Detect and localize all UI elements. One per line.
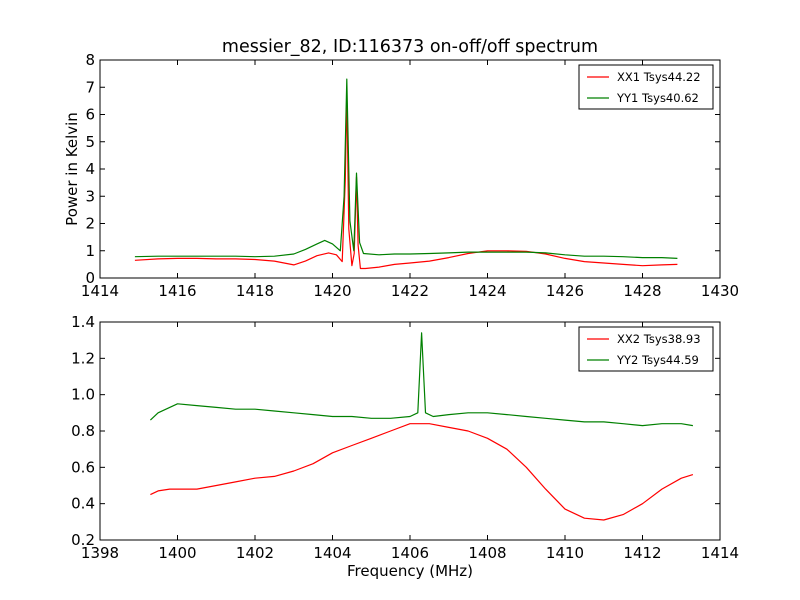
legend-entry-label: XX1 Tsys44.22 bbox=[617, 70, 701, 84]
series-line-xx bbox=[150, 423, 694, 521]
y-tick-label: 1.4 bbox=[71, 313, 95, 331]
y-tick-label: 3 bbox=[85, 187, 95, 205]
x-tick-label: 1428 bbox=[623, 282, 661, 300]
x-tick-label: 1416 bbox=[158, 282, 196, 300]
legend: XX1 Tsys44.22 YY1 Tsys40.62 bbox=[578, 64, 714, 110]
x-tick-label: 1430 bbox=[701, 282, 739, 300]
y-tick-label: 0.2 bbox=[71, 531, 95, 549]
x-tick-label: 1426 bbox=[546, 282, 584, 300]
x-tick-label: 1406 bbox=[391, 544, 429, 562]
y-tick-label: 0.6 bbox=[71, 458, 95, 476]
legend-entry-label: YY2 Tsys44.59 bbox=[616, 353, 699, 367]
chart-title: messier_82, ID:116373 on-off/off spectru… bbox=[222, 37, 598, 57]
x-tick-label: 1414 bbox=[701, 544, 739, 562]
top-spectrum-panel: 1414 1416 1418 1420 1422 1424 1426 1428 1430 0 1 2 3… bbox=[63, 37, 739, 300]
legend-entry-label: YY1 Tsys40.62 bbox=[616, 91, 699, 105]
y-tick-label: 1.2 bbox=[71, 349, 95, 367]
y-tick-label: 6 bbox=[85, 106, 95, 124]
series-line-yy bbox=[134, 78, 678, 259]
y-tick-label: 2 bbox=[85, 215, 95, 233]
y-tick-label: 1 bbox=[85, 242, 95, 260]
series-line-xx bbox=[134, 92, 678, 270]
x-tick-label: 1422 bbox=[391, 282, 429, 300]
y-tick-label: 0 bbox=[85, 269, 95, 287]
y-tick-label: 5 bbox=[85, 133, 95, 151]
y-tick-label: 7 bbox=[85, 78, 95, 96]
legend: XX2 Tsys38.93 YY2 Tsys44.59 bbox=[578, 326, 714, 372]
x-tick-label: 1414 bbox=[81, 282, 119, 300]
x-tick-label: 1412 bbox=[623, 544, 661, 562]
x-tick-label: 1398 bbox=[81, 544, 119, 562]
y-tick-label: 0.8 bbox=[71, 422, 95, 440]
x-tick-label: 1420 bbox=[313, 282, 351, 300]
legend-box bbox=[578, 326, 714, 372]
x-tick-label: 1408 bbox=[468, 544, 506, 562]
y-tick-label: 8 bbox=[85, 51, 95, 69]
x-tick-label: 1410 bbox=[546, 544, 584, 562]
x-axis-label: Frequency (MHz) bbox=[347, 562, 473, 580]
y-tick-label: 4 bbox=[85, 160, 95, 178]
x-tick-label: 1400 bbox=[158, 544, 196, 562]
legend-entry-label: XX2 Tsys38.93 bbox=[617, 332, 701, 346]
bottom-spectrum-panel: 1398 1400 1402 1404 1406 1408 1410 1412 1414 0.2 0… bbox=[71, 313, 739, 580]
y-tick-label: 0.4 bbox=[71, 495, 95, 513]
legend-box bbox=[578, 64, 714, 110]
x-tick-label: 1424 bbox=[468, 282, 506, 300]
x-tick-label: 1418 bbox=[236, 282, 274, 300]
x-tick-label: 1402 bbox=[236, 544, 274, 562]
y-tick-label: 1.0 bbox=[71, 386, 95, 404]
y-axis-label: Power in Kelvin bbox=[63, 112, 81, 226]
x-tick-label: 1404 bbox=[313, 544, 351, 562]
series-line-yy bbox=[149, 332, 693, 427]
